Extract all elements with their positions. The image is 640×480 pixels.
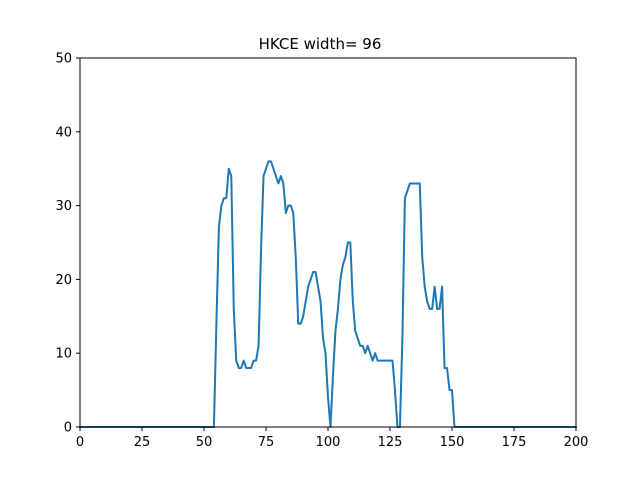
x-axis: 0 25 50 75 100 125 150 175 200	[76, 427, 589, 450]
y-tick-label: 50	[55, 52, 72, 67]
x-tick-label: 125	[378, 435, 403, 450]
y-axis: 0 10 20 30 40 50	[55, 52, 80, 436]
x-tick-label: 200	[564, 435, 589, 450]
y-tick-label: 20	[55, 273, 72, 288]
x-tick-label: 150	[440, 435, 465, 450]
chart-title: HKCE width= 96	[259, 35, 382, 53]
x-tick-label: 50	[196, 435, 213, 450]
x-tick-label: 175	[502, 435, 527, 450]
y-tick-label: 40	[55, 125, 72, 140]
x-tick-label: 0	[76, 435, 84, 450]
y-tick-label: 30	[55, 199, 72, 214]
y-tick-label: 10	[55, 347, 72, 362]
x-tick-label: 75	[258, 435, 275, 450]
x-tick-label: 25	[134, 435, 151, 450]
x-tick-label: 100	[316, 435, 341, 450]
plot-layer	[79, 160, 577, 428]
y-tick-label: 0	[64, 421, 72, 436]
series-line	[79, 160, 577, 428]
